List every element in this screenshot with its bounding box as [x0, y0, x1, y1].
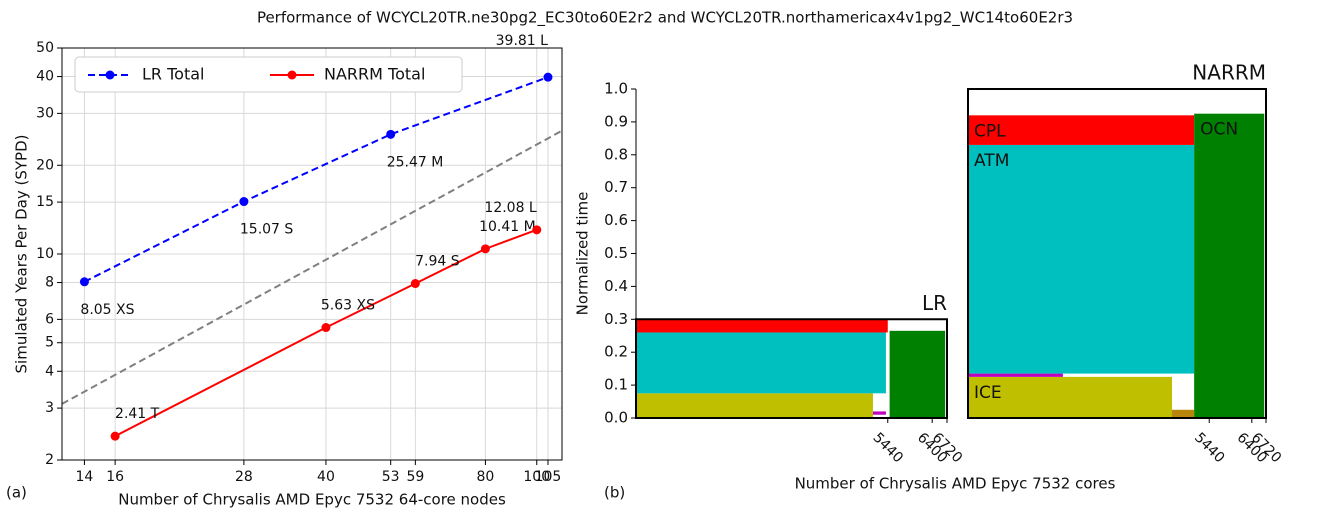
x-tick-label: 53: [382, 469, 400, 485]
y-tick-label: 3: [45, 400, 54, 416]
y-tick-label: 0.2: [604, 343, 628, 361]
x-tick-label: 5440: [1191, 430, 1228, 467]
x-axis-label: Number of Chrysalis AMD Epyc 7532 64-cor…: [118, 491, 506, 509]
block: [968, 373, 1063, 377]
block: [968, 376, 1172, 418]
y-tick-label: 8: [45, 275, 54, 291]
series-line: [83, 76, 549, 283]
legend-marker: [105, 70, 115, 80]
x-tick-label: 16: [106, 469, 124, 485]
block: [872, 411, 886, 415]
reference-line: [61, 129, 563, 405]
panel-label: (a): [6, 484, 27, 502]
panel-label: (b): [604, 484, 625, 502]
data-point: [386, 129, 396, 139]
data-point: [532, 225, 542, 235]
y-tick-label: 0.6: [604, 211, 628, 229]
data-point: [321, 323, 331, 333]
x-axis-label: Number of Chrysalis AMD Epyc 7532 cores: [795, 475, 1116, 493]
x-tick-label: 14: [76, 469, 94, 485]
y-tick-label: 15: [36, 194, 54, 210]
y-tick-label: 0.0: [604, 409, 628, 427]
y-tick-label: 0.4: [604, 277, 628, 295]
y-tick-label: 10: [36, 246, 54, 262]
y-tick-label: 0.5: [604, 244, 628, 262]
data-label: 15.07 S: [240, 222, 294, 238]
data-label: 25.47 M: [387, 154, 444, 170]
block-label: CPL: [974, 121, 1006, 141]
block: [968, 115, 1195, 145]
data-point: [79, 277, 89, 287]
y-tick-label: 5: [45, 335, 54, 351]
data-point: [110, 431, 120, 441]
x-tick-label: 100: [523, 469, 550, 485]
data-point: [410, 279, 420, 289]
y-tick-label: 20: [36, 157, 54, 173]
y-axis-label: Normalized time: [574, 192, 592, 316]
data-label: 5.63 XS: [321, 298, 375, 314]
legend-marker: [287, 70, 297, 80]
data-point: [543, 72, 553, 82]
figure-title: Performance of WCYCL20TR.ne30pg2_EC30to6…: [257, 9, 1073, 28]
x-tick-label: 59: [406, 469, 424, 485]
block: [636, 393, 873, 418]
block-label: ATM: [974, 151, 1009, 171]
x-tick-label: 40: [317, 469, 335, 485]
data-label: 12.08 L: [484, 200, 537, 216]
y-tick-label: 0.8: [604, 145, 628, 163]
data-label: 8.05 XS: [80, 302, 134, 318]
block-label: OCN: [1200, 120, 1238, 140]
x-tick-label: 80: [476, 469, 494, 485]
y-tick-label: 0.3: [604, 310, 628, 328]
y-tick-label: 30: [36, 105, 54, 121]
block: [1171, 409, 1195, 418]
legend-label: LR Total: [142, 65, 204, 84]
data-label: 10.41 M: [479, 219, 536, 235]
legend-box: [74, 56, 463, 93]
y-axis-label: Simulated Years Per Day (SYPD): [13, 135, 31, 374]
y-tick-label: 0.7: [604, 178, 628, 196]
block: [889, 330, 946, 418]
block: [968, 144, 1195, 374]
data-label: 2.41 T: [115, 406, 160, 422]
y-tick-label: 6: [45, 311, 54, 327]
block: [636, 319, 888, 333]
plot-frame: [61, 47, 563, 461]
panel-name: LR: [922, 291, 947, 315]
y-tick-label: 0.9: [604, 112, 628, 130]
block: [636, 332, 886, 394]
x-tick-label: 5440: [870, 430, 907, 467]
block-label: ICE: [974, 383, 1002, 403]
y-tick-label: 4: [45, 363, 54, 379]
y-tick-label: 1.0: [604, 80, 628, 98]
x-tick-label: 28: [235, 469, 253, 485]
data-label: 39.81 L: [496, 33, 549, 49]
data-point: [480, 244, 490, 254]
y-tick-label: 0.1: [604, 376, 628, 394]
data-label: 7.94 S: [415, 254, 460, 270]
legend-label: NARRM Total: [324, 65, 425, 84]
y-tick-label: 2: [45, 452, 54, 468]
x-tick-label: 105: [535, 469, 562, 485]
panel-name: NARRM: [1192, 61, 1266, 85]
y-tick-label: 40: [36, 69, 54, 85]
y-tick-label: 50: [36, 40, 54, 56]
data-point: [239, 197, 249, 207]
block: [1194, 113, 1265, 419]
